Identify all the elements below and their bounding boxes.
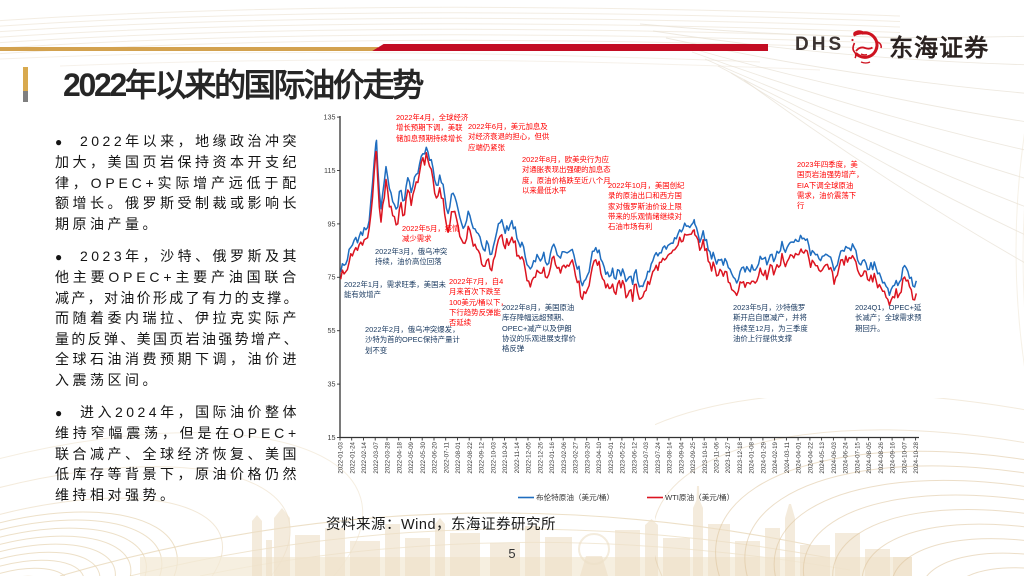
svg-text:2022-05-30: 2022-05-30: [420, 441, 427, 473]
svg-text:55: 55: [328, 326, 336, 335]
svg-text:2023-08-14: 2023-08-14: [667, 441, 674, 473]
svg-text:2023-09-25: 2023-09-25: [690, 441, 697, 473]
svg-text:2024-06-24: 2024-06-24: [843, 441, 850, 473]
svg-text:2024-09-16: 2024-09-16: [890, 441, 897, 473]
svg-text:2022-08-01: 2022-08-01: [455, 441, 462, 473]
svg-text:2024-08-05: 2024-08-05: [866, 441, 873, 473]
svg-text:2022-10-03: 2022-10-03: [490, 441, 497, 473]
svg-text:2024-04-22: 2024-04-22: [808, 441, 815, 473]
svg-text:2023-02-27: 2023-02-27: [573, 441, 580, 473]
svg-text:2022-01-03: 2022-01-03: [338, 441, 345, 473]
svg-text:35: 35: [328, 380, 336, 389]
svg-text:2022-10-24: 2022-10-24: [502, 441, 509, 473]
svg-text:2023-01-16: 2023-01-16: [549, 441, 556, 473]
svg-text:2023-05-01: 2023-05-01: [608, 441, 615, 473]
svg-text:布伦特原油（美元/桶）: 布伦特原油（美元/桶）: [536, 492, 614, 502]
svg-text:2024-06-03: 2024-06-03: [831, 441, 838, 473]
svg-text:2023-07-03: 2023-07-03: [643, 441, 650, 473]
svg-text:2024-05-13: 2024-05-13: [819, 441, 826, 473]
svg-text:2023-12-18: 2023-12-18: [737, 441, 744, 473]
svg-text:2022-08-22: 2022-08-22: [467, 441, 474, 473]
svg-text:2022-02-14: 2022-02-14: [361, 441, 368, 473]
svg-text:2023-10-16: 2023-10-16: [702, 441, 709, 473]
svg-text:2022-05-09: 2022-05-09: [408, 441, 415, 473]
svg-text:2024-01-08: 2024-01-08: [749, 441, 756, 473]
svg-text:115: 115: [324, 166, 335, 175]
svg-text:2022-04-18: 2022-04-18: [396, 441, 403, 473]
svg-text:2023-04-10: 2023-04-10: [596, 441, 603, 473]
svg-text:2022-01-24: 2022-01-24: [349, 441, 356, 473]
svg-text:2023-07-24: 2023-07-24: [655, 441, 662, 473]
svg-text:2023-03-20: 2023-03-20: [584, 441, 591, 473]
svg-text:2023-06-12: 2023-06-12: [631, 441, 638, 473]
svg-text:2024-10-07: 2024-10-07: [902, 441, 909, 473]
svg-text:75: 75: [328, 273, 336, 282]
svg-text:2022-12-26: 2022-12-26: [537, 441, 544, 473]
svg-text:2023-11-06: 2023-11-06: [714, 441, 721, 473]
svg-text:2022-12-05: 2022-12-05: [526, 441, 533, 473]
svg-text:95: 95: [328, 219, 336, 228]
svg-text:2022-07-11: 2022-07-11: [443, 441, 450, 473]
svg-text:2023-05-22: 2023-05-22: [620, 441, 627, 473]
svg-text:2023-02-06: 2023-02-06: [561, 441, 568, 473]
svg-text:2024-04-01: 2024-04-01: [796, 441, 803, 473]
svg-text:15: 15: [328, 433, 336, 442]
svg-text:2022-06-20: 2022-06-20: [432, 441, 439, 473]
svg-text:2023-09-04: 2023-09-04: [678, 441, 685, 473]
svg-text:2022-11-14: 2022-11-14: [514, 441, 521, 473]
svg-text:2024-03-11: 2024-03-11: [784, 441, 791, 473]
svg-text:135: 135: [324, 113, 336, 122]
svg-text:2024-02-19: 2024-02-19: [772, 441, 779, 473]
svg-text:2023-11-27: 2023-11-27: [725, 441, 732, 473]
svg-text:2024-08-26: 2024-08-26: [878, 441, 885, 473]
svg-text:2024-10-28: 2024-10-28: [913, 441, 920, 473]
svg-text:2022-03-28: 2022-03-28: [385, 441, 392, 473]
svg-text:WTI原油（美元/桶）: WTI原油（美元/桶）: [665, 492, 734, 502]
svg-text:2024-01-29: 2024-01-29: [761, 441, 768, 473]
svg-text:2022-03-07: 2022-03-07: [373, 441, 380, 473]
svg-text:2022-09-12: 2022-09-12: [479, 441, 486, 473]
svg-text:2024-07-15: 2024-07-15: [855, 441, 862, 473]
